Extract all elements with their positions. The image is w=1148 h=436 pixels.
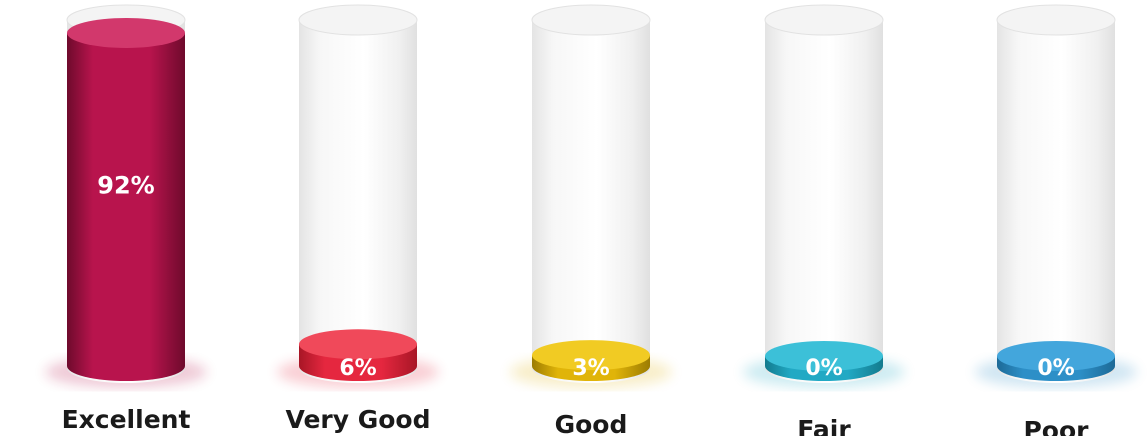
- glass-cylinder-top: [764, 4, 884, 36]
- glass-cylinder: [997, 20, 1115, 383]
- glass-cylinder-top: [531, 4, 651, 36]
- category-label: Excellent: [62, 405, 191, 434]
- glass-cylinder: [765, 20, 883, 383]
- glass-cylinder: [532, 20, 650, 383]
- cylinder-bar-very-good: 6% Very Good: [277, 4, 439, 434]
- bar-value-label: 6%: [339, 356, 376, 381]
- category-label: Good: [555, 410, 628, 436]
- bars-layer: 92% Excellent 6% Very Good 3% Good 0% Fair 0% Poo…: [45, 4, 1137, 436]
- bar-value-label: 92%: [97, 171, 154, 199]
- category-label: Poor: [1023, 416, 1089, 436]
- bar-value-label: 3%: [572, 356, 609, 381]
- bar-value-label: 0%: [805, 356, 842, 381]
- glass-cylinder-top: [298, 4, 418, 36]
- glass-cylinder-top: [996, 4, 1116, 36]
- bar-fill-top: [532, 340, 650, 371]
- cylinder-bar-poor: 0% Poor: [975, 4, 1137, 436]
- bar-fill-top: [765, 341, 883, 371]
- cylinder-bar-fair: 0% Fair: [743, 4, 905, 436]
- category-label: Fair: [797, 415, 851, 436]
- cylinder-bar-excellent: 92% Excellent: [45, 4, 207, 434]
- bar-fill-top: [997, 341, 1115, 371]
- bar-fill-top: [299, 329, 417, 360]
- bar-value-label: 0%: [1037, 356, 1074, 381]
- cylinder-bar-good: 3% Good: [510, 4, 672, 436]
- glass-cylinder: [299, 20, 417, 383]
- category-label: Very Good: [285, 405, 430, 434]
- bar-fill-top: [67, 17, 185, 48]
- bar-fill: [67, 32, 185, 382]
